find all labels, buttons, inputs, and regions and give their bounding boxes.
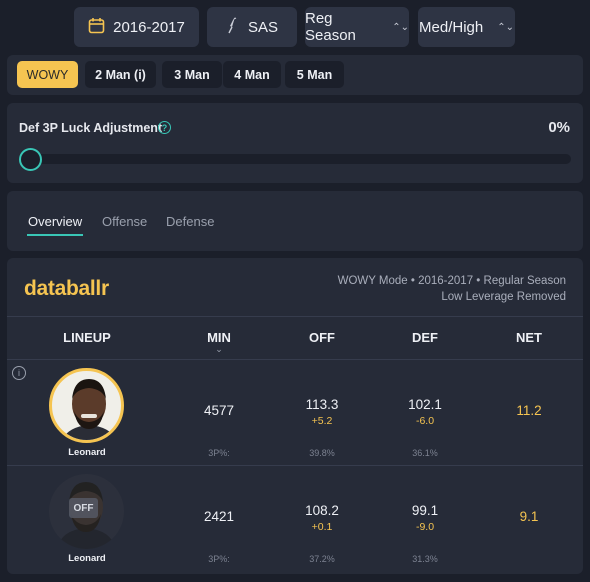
off-cell: 108.2 +0.1 <box>277 503 367 533</box>
def-cell: 99.1 -9.0 <box>380 503 470 533</box>
def-value: 102.1 <box>408 397 442 412</box>
column-lineup[interactable]: LINEUP <box>63 330 111 345</box>
player-name: Leonard <box>68 447 106 458</box>
off-cell: 113.3 +5.2 <box>277 397 367 427</box>
column-net[interactable]: NET <box>516 330 542 345</box>
sort-down-icon[interactable]: ⌄ <box>215 344 223 354</box>
table-row: i Leonard 4577 113.3 +5.2 102.1 -6.0 11.… <box>7 360 583 466</box>
luck-adjustment-label: Def 3P Luck Adjustment <box>19 121 163 135</box>
season-label: 2016-2017 <box>113 18 185 36</box>
net-value: 9.1 <box>519 509 539 524</box>
min-value: 4577 <box>203 403 235 418</box>
three-pt-label: 3P%: <box>208 554 230 564</box>
net-value: 11.2 <box>516 403 542 418</box>
def-delta: -6.0 <box>415 415 435 427</box>
active-tab-underline <box>27 234 83 236</box>
season-type-select[interactable]: Reg Season ⌃⌄ <box>305 7 409 47</box>
team-select[interactable]: SAS <box>207 7 297 47</box>
off-badge: OFF <box>69 498 98 518</box>
table-row: OFF Leonard 2421 108.2 +0.1 99.1 -9.0 9.… <box>7 466 583 572</box>
off-3p-pct: 39.8% <box>309 448 335 458</box>
off-3p-pct: 37.2% <box>309 554 335 564</box>
team-label: SAS <box>247 18 278 36</box>
leverage-label: Med/High <box>419 18 484 36</box>
def-value: 99.1 <box>411 503 439 518</box>
player-name: Leonard <box>68 553 106 564</box>
min-cell: 4577 <box>174 403 264 418</box>
databallr-logo: databallr <box>24 277 109 300</box>
column-def[interactable]: DEF <box>412 330 438 345</box>
off-delta: +5.2 <box>311 415 333 427</box>
filter-bar: 2016-2017 SAS Reg Season ⌃⌄ Med/High ⌃⌄ <box>0 7 590 47</box>
off-value: 108.2 <box>305 503 339 518</box>
wowy-results-card: databallr WOWY Mode • 2016-2017 • Regula… <box>7 258 583 574</box>
mode-tabs: WOWY 2 Man (i) 3 Man 4 Man 5 Man <box>7 55 583 95</box>
calendar-icon <box>88 17 105 38</box>
min-cell: 2421 <box>174 509 264 524</box>
tab-4-man[interactable]: 4 Man <box>223 61 281 88</box>
season-type-label: Reg Season <box>305 10 356 44</box>
info-icon[interactable]: ? <box>158 121 171 134</box>
def-3p-pct: 31.3% <box>412 554 438 564</box>
three-pt-label: 3P%: <box>208 448 230 458</box>
updown-chevron-icon: ⌃⌄ <box>392 21 409 33</box>
column-min[interactable]: MIN <box>207 330 231 345</box>
subtitle-mode-line: WOWY Mode • 2016-2017 • Regular Season <box>337 275 566 287</box>
def-3p-pct: 36.1% <box>412 448 438 458</box>
season-select[interactable]: 2016-2017 <box>74 7 199 47</box>
subtitle-leverage-line: Low Leverage Removed <box>441 291 566 303</box>
min-value: 2421 <box>203 509 235 524</box>
avatar: OFF <box>49 474 124 549</box>
table-header: LINEUP MIN ⌄ OFF DEF NET <box>7 316 583 360</box>
tab-wowy[interactable]: WOWY <box>17 61 78 88</box>
spurs-logo-icon <box>226 16 240 38</box>
def-cell: 102.1 -6.0 <box>380 397 470 427</box>
info-icon[interactable]: i <box>12 366 26 380</box>
column-off[interactable]: OFF <box>309 330 335 345</box>
tab-overview[interactable]: Overview <box>28 214 83 229</box>
off-delta: +0.1 <box>311 521 333 533</box>
slider-handle[interactable] <box>19 148 42 171</box>
luck-adjustment-panel: Def 3P Luck Adjustment ? 0% <box>7 103 583 183</box>
net-cell: 9.1 <box>484 509 574 524</box>
off-value: 113.3 <box>305 397 339 412</box>
tab-3-man[interactable]: 3 Man <box>162 61 222 88</box>
card-subtitle: WOWY Mode • 2016-2017 • Regular Season L… <box>338 273 566 305</box>
tab-2-man[interactable]: 2 Man (i) <box>85 61 156 88</box>
def-delta: -9.0 <box>415 521 435 533</box>
slider-track[interactable] <box>21 154 571 164</box>
tab-offense[interactable]: Offense <box>102 214 148 229</box>
avatar <box>49 368 124 443</box>
luck-adjustment-value: 0% <box>548 119 570 136</box>
view-tabs: Overview Offense Defense <box>7 191 583 251</box>
net-cell: 11.2 <box>484 403 574 418</box>
tab-5-man[interactable]: 5 Man <box>285 61 344 88</box>
updown-chevron-icon: ⌃⌄ <box>497 21 514 33</box>
tab-defense[interactable]: Defense <box>166 214 215 229</box>
leverage-select[interactable]: Med/High ⌃⌄ <box>418 7 515 47</box>
